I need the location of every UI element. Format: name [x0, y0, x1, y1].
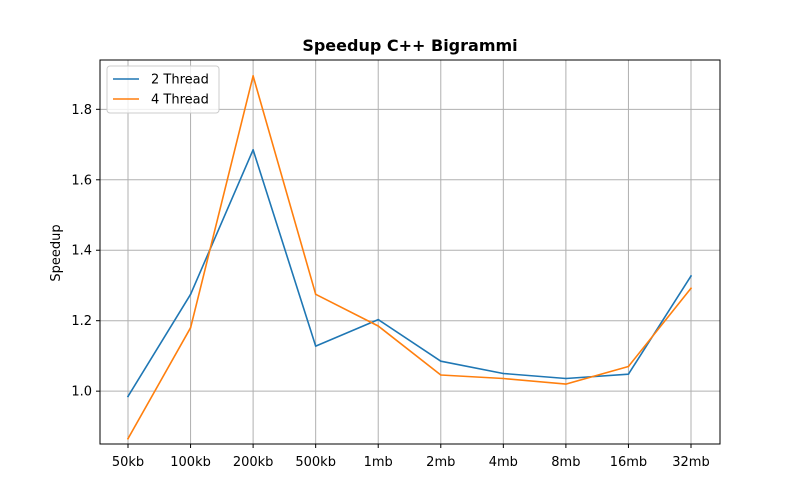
data-point — [565, 383, 567, 385]
data-point — [690, 287, 692, 290]
data-point — [127, 437, 129, 440]
y-tick-label: 1.0 — [71, 385, 92, 400]
data-point — [627, 365, 630, 368]
data-point — [565, 377, 567, 380]
y-axis-label: Speedup — [49, 224, 64, 281]
series-line-2 — [126, 75, 693, 440]
data-point — [127, 395, 129, 398]
data-point — [627, 373, 630, 376]
x-tick-label: 4mb — [489, 455, 518, 470]
chart-title: Speedup C++ Bigrammi — [302, 36, 517, 55]
data-point — [252, 75, 254, 77]
y-tick-label: 1.8 — [71, 103, 92, 118]
data-point — [439, 360, 442, 363]
grid-lines — [100, 60, 720, 444]
data-point — [189, 293, 192, 296]
legend: 2 Thread 4 Thread — [106, 65, 220, 114]
x-tick-label: 200kb — [233, 455, 274, 470]
plot-frame — [99, 59, 721, 445]
x-tick-label: 50kb — [112, 455, 144, 470]
x-tick-label: 2mb — [426, 455, 455, 470]
data-point — [502, 372, 505, 375]
y-tick-label: 1.6 — [71, 173, 92, 188]
x-tick-label: 16mb — [610, 455, 647, 470]
data-point — [189, 326, 192, 329]
data-point — [314, 345, 317, 347]
y-tick-label: 1.4 — [71, 244, 92, 259]
data-point — [439, 374, 442, 376]
x-tick-label: 8mb — [551, 455, 580, 470]
x-tick-label: 100kb — [170, 455, 211, 470]
x-tick-label: 32mb — [672, 455, 709, 470]
data-point — [314, 293, 317, 296]
data-point — [690, 275, 692, 277]
data-point — [377, 318, 380, 321]
x-tick-label: 500kb — [295, 455, 336, 470]
y-tick-label: 1.2 — [71, 314, 92, 329]
legend-label-1: 2 Thread — [151, 73, 209, 88]
legend-box — [106, 65, 220, 114]
legend-label-2: 4 Thread — [151, 93, 209, 108]
data-point — [377, 325, 380, 327]
axis-ticks: 50kb 100kb 200kb 500kb 1mb 2mb 4mb 8mb 16mb 32mb 1… — [71, 103, 709, 470]
series-line-1 — [126, 149, 693, 398]
data-point — [252, 149, 254, 151]
data-point — [502, 377, 505, 380]
series-lines — [126, 75, 693, 440]
x-tick-label: 1mb — [364, 455, 393, 470]
